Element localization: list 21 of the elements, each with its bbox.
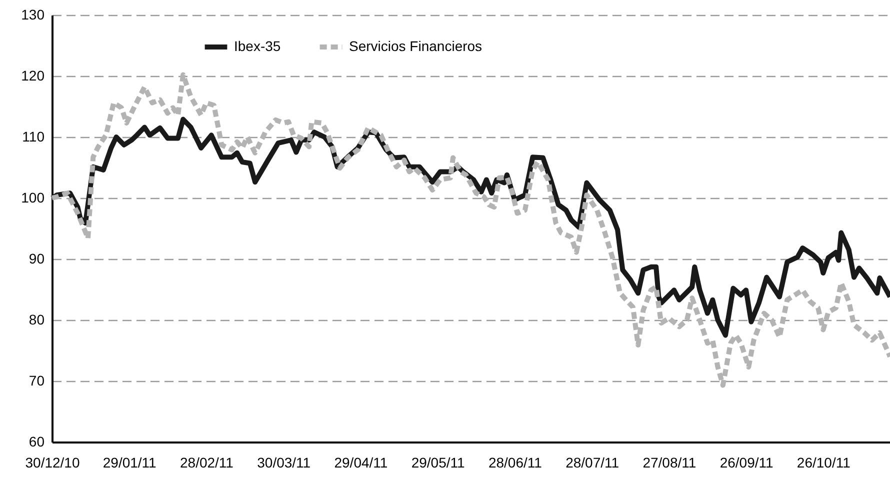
- y-tick-label: 100: [21, 190, 45, 206]
- x-tick-label: 29/04/11: [334, 454, 388, 470]
- y-tick-label: 120: [21, 68, 45, 84]
- x-tick-label: 26/09/11: [720, 454, 774, 470]
- y-tick-label: 80: [28, 312, 45, 328]
- y-tick-label: 90: [28, 250, 45, 266]
- x-tick-label: 30/03/11: [257, 454, 311, 470]
- x-tick-label: 28/07/11: [566, 454, 620, 470]
- x-tick-label: 30/12/10: [25, 454, 80, 470]
- x-tick-label: 28/06/11: [488, 454, 542, 470]
- y-tick-label: 60: [28, 434, 45, 450]
- y-tick-label: 130: [21, 6, 45, 22]
- legend-label: Servicios Financieros: [349, 38, 482, 54]
- x-tick-label: 28/02/11: [180, 454, 234, 470]
- y-tick-label: 110: [22, 128, 45, 144]
- x-tick-label: 29/01/11: [102, 454, 157, 470]
- x-tick-label: 26/10/11: [796, 454, 851, 470]
- y-tick-label: 70: [28, 372, 45, 388]
- x-tick-label: 29/05/11: [411, 454, 466, 470]
- legend-label: Ibex-35: [234, 38, 281, 54]
- x-tick-label: 27/08/11: [642, 454, 696, 470]
